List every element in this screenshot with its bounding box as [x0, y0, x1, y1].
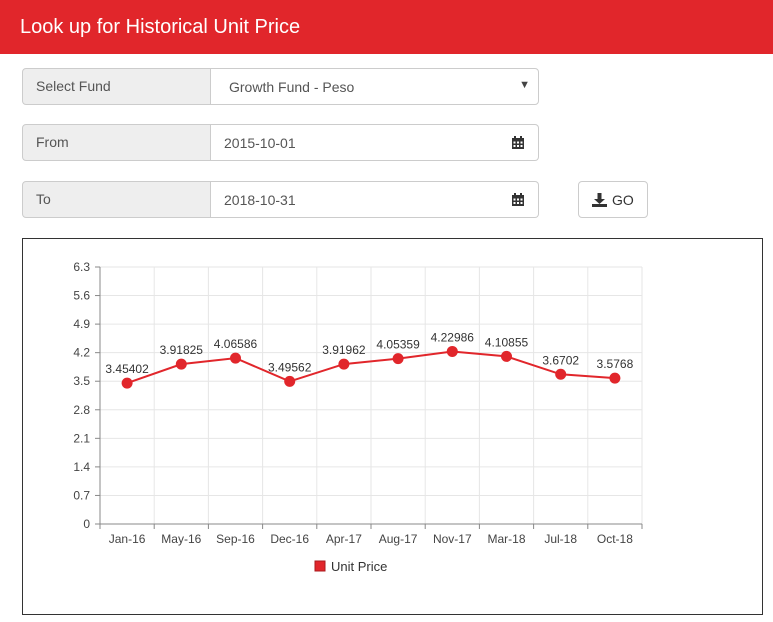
to-date-group: To 2018-10-31 — [22, 181, 540, 218]
data-point — [501, 350, 512, 362]
y-tick-label: 4.2 — [73, 346, 90, 360]
y-tick-label: 0 — [83, 517, 90, 531]
page-header: Look up for Historical Unit Price — [0, 0, 773, 54]
x-tick-label: Apr-17 — [326, 532, 362, 546]
x-tick-label: May-16 — [161, 532, 201, 546]
data-label: 3.45402 — [105, 362, 149, 376]
data-point — [121, 377, 133, 389]
data-label: 3.6702 — [542, 353, 579, 367]
y-tick-label: 2.1 — [73, 431, 90, 445]
calendar-icon — [512, 136, 524, 149]
to-date-input[interactable]: 2018-10-31 — [210, 181, 498, 218]
data-label: 4.06586 — [214, 337, 258, 351]
y-tick-label: 3.5 — [73, 374, 90, 388]
x-tick-label: Aug-17 — [379, 532, 418, 546]
x-tick-label: Mar-18 — [487, 532, 525, 546]
go-button[interactable]: GO — [578, 181, 648, 218]
data-label: 4.05359 — [376, 338, 420, 352]
data-label: 3.91825 — [160, 343, 204, 357]
x-tick-label: Sep-16 — [216, 532, 255, 546]
data-point — [338, 358, 350, 370]
data-point — [392, 353, 404, 365]
chevron-down-icon: ▼ — [519, 79, 530, 91]
data-label: 3.49562 — [268, 360, 312, 374]
data-point — [446, 345, 458, 357]
data-label: 4.22986 — [431, 330, 475, 344]
x-tick-label: Oct-18 — [597, 532, 633, 546]
y-tick-label: 6.3 — [73, 260, 90, 274]
y-tick-label: 2.8 — [73, 403, 90, 417]
data-point — [555, 368, 567, 380]
data-label: 4.10855 — [485, 335, 529, 349]
from-date-group: From 2015-10-01 — [22, 124, 540, 161]
data-point — [609, 372, 621, 384]
from-label: From — [22, 124, 211, 161]
data-label: 3.91962 — [322, 343, 366, 357]
calendar-icon — [512, 193, 524, 206]
to-calendar-button[interactable] — [497, 181, 539, 218]
x-tick-label: Jul-18 — [544, 532, 577, 546]
legend-label: Unit Price — [331, 559, 387, 574]
data-point — [175, 358, 187, 370]
chart-container: 6.3 5.6 4.9 4.2 3.5 2.8 2.1 1.4 0.7 0 Jan-16 May-16… — [22, 238, 763, 615]
data-point — [230, 352, 241, 364]
to-label: To — [22, 181, 211, 218]
from-calendar-button[interactable] — [497, 124, 539, 161]
legend-swatch — [314, 560, 326, 572]
y-tick-label: 4.9 — [73, 317, 90, 331]
fund-select[interactable]: Growth Fund - Peso ▼ — [210, 68, 539, 105]
unit-price-chart: 6.3 5.6 4.9 4.2 3.5 2.8 2.1 1.4 0.7 0 Jan-16 May-16… — [73, 260, 643, 574]
y-tick-label: 5.6 — [73, 289, 90, 303]
go-button-label: GO — [612, 192, 634, 208]
from-date-input[interactable]: 2015-10-01 — [210, 124, 498, 161]
data-label: 3.5768 — [597, 357, 634, 371]
fund-label: Select Fund — [22, 68, 211, 105]
data-point — [284, 375, 296, 387]
page-title: Look up for Historical Unit Price — [20, 16, 301, 38]
download-icon — [592, 193, 607, 207]
series-line — [126, 350, 615, 385]
y-tick-label: 0.7 — [73, 488, 90, 502]
y-tick-label: 1.4 — [73, 460, 90, 474]
fund-select-value: Growth Fund - Peso — [229, 79, 355, 95]
x-tick-label: Jan-16 — [109, 532, 146, 546]
x-tick-label: Nov-17 — [433, 532, 472, 546]
fund-select-group: Select Fund Growth Fund - Peso ▼ — [22, 68, 540, 105]
x-tick-label: Dec-16 — [270, 532, 309, 546]
